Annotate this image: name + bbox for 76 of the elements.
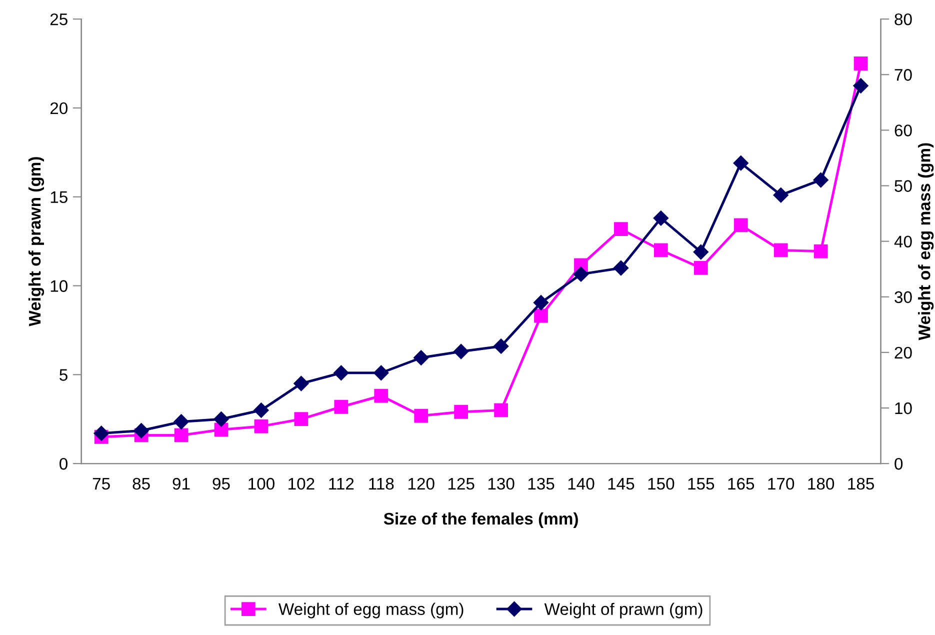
point [654,243,668,258]
x-tick-label: 95 [212,478,230,490]
y-tick-label: 15 [50,191,68,204]
point [374,365,389,380]
point [414,350,429,366]
y2-tick-label: 0 [894,458,903,470]
y2-axis-title: Weight of egg mass (gm) [918,143,934,340]
point [454,404,468,419]
x-tick-label: 75 [92,478,110,490]
x-tick-label: 112 [329,478,354,490]
x-tick-label: 102 [288,478,314,490]
point [414,408,428,423]
point [773,188,788,203]
x-tick-label: 130 [488,478,514,490]
y-tick-label: 20 [50,102,68,114]
x-tick-label: 125 [448,478,474,490]
point [494,403,508,418]
y-tick-label: 5 [60,369,68,381]
x-tick-label: 180 [808,478,834,490]
x-tick-label: 140 [568,478,594,490]
point [214,412,229,427]
x-tick-label: 118 [369,478,394,490]
point [854,56,868,70]
point [853,78,868,94]
point [534,308,548,323]
y2-tick-label: 10 [895,402,912,414]
point [294,412,308,426]
y2-tick-label: 40 [894,236,912,248]
point [814,244,828,258]
y2-tick-label: 60 [894,124,912,136]
point [254,419,268,434]
y2-tick-label: 80 [894,13,912,26]
x-tick-label: 150 [648,478,674,490]
y-tick-label: 10 [50,280,68,292]
point [94,426,109,441]
legend-label: Weight of prawn (gm) [544,602,702,618]
point [454,344,469,360]
x-tick-label: 120 [408,478,434,490]
point [693,244,708,260]
x-axis-title: Size of the females (mm) [384,512,578,528]
point [734,218,748,232]
y2-tick-label: 50 [894,180,912,192]
point [174,414,189,430]
y-tick-label: 0 [60,458,68,470]
point [774,243,788,258]
y-tick-label: 25 [50,13,68,26]
point [254,402,269,418]
point [134,423,149,438]
y2-tick-label: 20 [894,346,912,359]
point [493,338,509,354]
legend-label: Weight of egg mass (gm) [278,602,464,618]
x-tick-label: 145 [608,478,634,490]
point [733,156,748,171]
y-axis-title: Weight of prawn (gm) [28,157,44,326]
x-tick-label: 170 [768,478,794,490]
x-tick-label: 91 [172,478,190,490]
point [613,260,629,276]
point [533,295,549,310]
point [334,365,349,380]
point [334,400,348,414]
x-tick-label: 85 [132,478,150,490]
x-tick-label: 165 [728,478,754,490]
x-tick-label: 100 [248,478,274,490]
point [573,266,589,282]
point [374,388,388,403]
y2-tick-label: 30 [894,291,912,304]
point [614,222,628,236]
point [813,172,828,188]
x-tick-label: 155 [688,478,714,490]
x-tick-label: 185 [848,478,874,490]
y2-tick-label: 70 [894,69,912,81]
point [694,261,708,275]
point [653,210,668,226]
x-tick-label: 135 [528,478,554,490]
point [174,428,188,442]
point [294,376,309,392]
